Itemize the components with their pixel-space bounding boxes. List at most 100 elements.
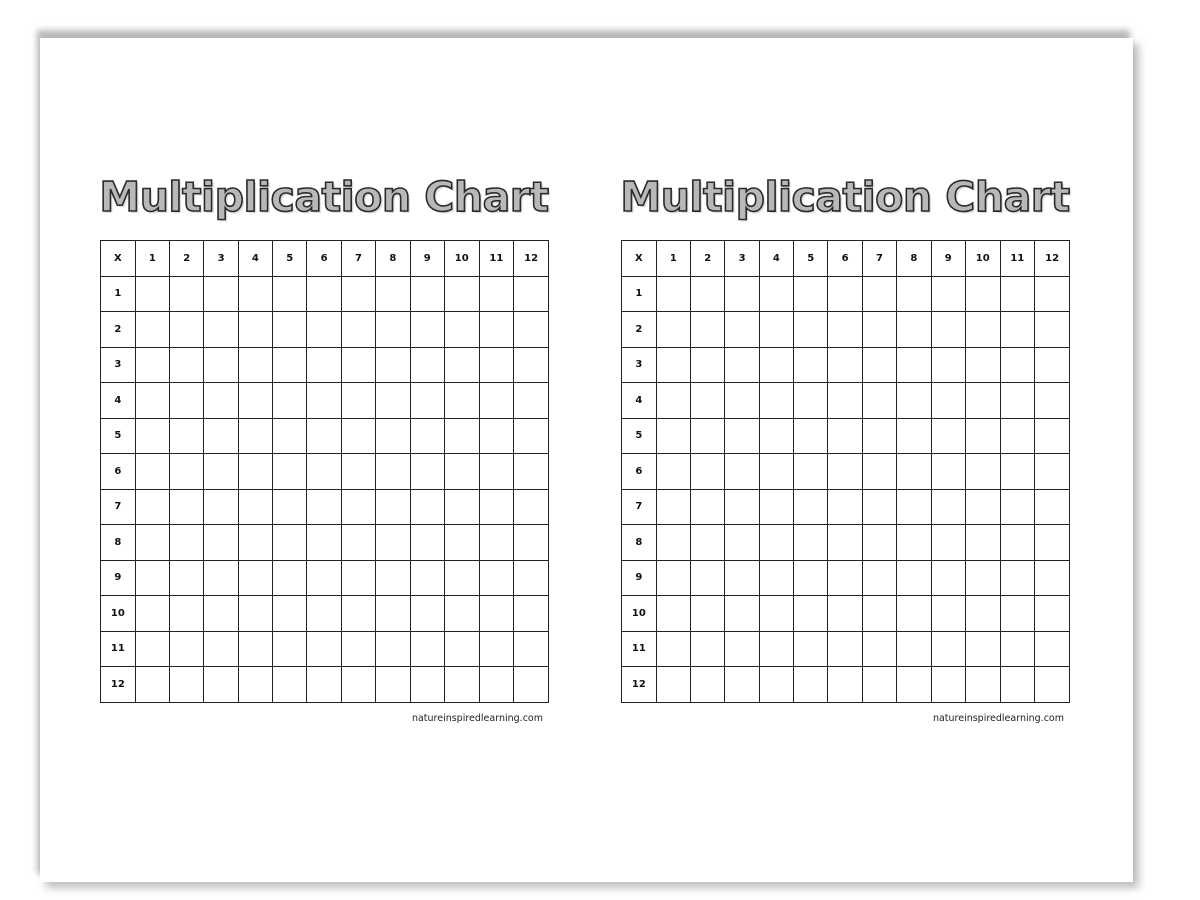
table-row: 10 [621,595,1070,632]
answer-cell [724,559,760,596]
answer-cell [443,488,480,525]
answer-cell [896,595,932,632]
answer-cell [793,346,829,383]
answer-cell [375,524,411,561]
answer-cell [964,666,1001,703]
answer-cell [478,311,515,348]
column-header: 5 [793,240,829,277]
answer-cell [827,382,863,419]
answer-cell [340,275,377,312]
answer-cell [724,417,760,454]
answer-cell [1034,595,1070,632]
answer-cell [793,488,829,525]
answer-cell [1034,453,1070,490]
answer-cell [409,453,445,490]
answer-cell [306,559,342,596]
answer-cell [999,595,1036,632]
column-header: 11 [999,240,1036,277]
answer-cell [690,382,726,419]
answer-cell [272,630,308,667]
row-header: 9 [621,559,657,596]
answer-cell [827,453,863,490]
answer-cell [513,453,549,490]
answer-cell [999,488,1036,525]
table-row: 11 [100,630,549,667]
answer-cell [237,630,274,667]
answer-cell [272,311,308,348]
answer-cell [655,311,692,348]
answer-cell [134,595,171,632]
answer-cell [409,417,445,454]
answer-cell [861,346,898,383]
answer-cell [134,275,171,312]
answer-cell [999,275,1036,312]
column-header: 7 [861,240,898,277]
answer-cell [203,346,239,383]
row-header: 4 [100,382,136,419]
answer-cell [964,417,1001,454]
table-row: 9 [621,559,1070,596]
answer-cell [169,453,205,490]
row-header: 7 [621,488,657,525]
answer-cell [169,382,205,419]
answer-cell [896,346,932,383]
table-row: 2 [100,311,549,348]
answer-cell [930,559,966,596]
answer-cell [827,666,863,703]
answer-cell [964,559,1001,596]
answer-cell [999,417,1036,454]
row-header: 2 [100,311,136,348]
answer-cell [896,666,932,703]
column-header: 12 [1034,240,1070,277]
table-row: 2 [621,311,1070,348]
row-header: 7 [100,488,136,525]
answer-cell [724,595,760,632]
answer-cell [999,559,1036,596]
answer-cell [690,311,726,348]
answer-cell [443,311,480,348]
answer-cell [758,666,795,703]
answer-cell [1034,417,1070,454]
answer-cell [1034,559,1070,596]
answer-cell [478,417,515,454]
answer-cell [272,488,308,525]
answer-cell [758,275,795,312]
answer-cell [1034,666,1070,703]
column-header: 11 [478,240,515,277]
column-header: 3 [724,240,760,277]
row-header: 11 [100,630,136,667]
answer-cell [964,595,1001,632]
answer-cell [999,630,1036,667]
answer-cell [1034,630,1070,667]
answer-cell [758,453,795,490]
answer-cell [690,630,726,667]
answer-cell [793,559,829,596]
answer-cell [513,595,549,632]
answer-cell [340,346,377,383]
answer-cell [861,417,898,454]
answer-cell [793,453,829,490]
answer-cell [340,417,377,454]
answer-cell [896,524,932,561]
answer-cell [827,630,863,667]
table-row: 10 [100,595,549,632]
row-header: 12 [100,666,136,703]
answer-cell [513,382,549,419]
answer-cell [237,311,274,348]
answer-cell [513,488,549,525]
answer-cell [758,630,795,667]
answer-cell [655,559,692,596]
column-header: 2 [690,240,726,277]
answer-cell [306,275,342,312]
answer-cell [861,595,898,632]
answer-cell [690,559,726,596]
answer-cell [861,559,898,596]
answer-cell [443,524,480,561]
answer-cell [340,311,377,348]
answer-cell [478,666,515,703]
table-row: 1 [100,275,549,312]
answer-cell [930,382,966,419]
table-row: 12 [100,666,549,703]
answer-cell [409,559,445,596]
answer-cell [758,559,795,596]
